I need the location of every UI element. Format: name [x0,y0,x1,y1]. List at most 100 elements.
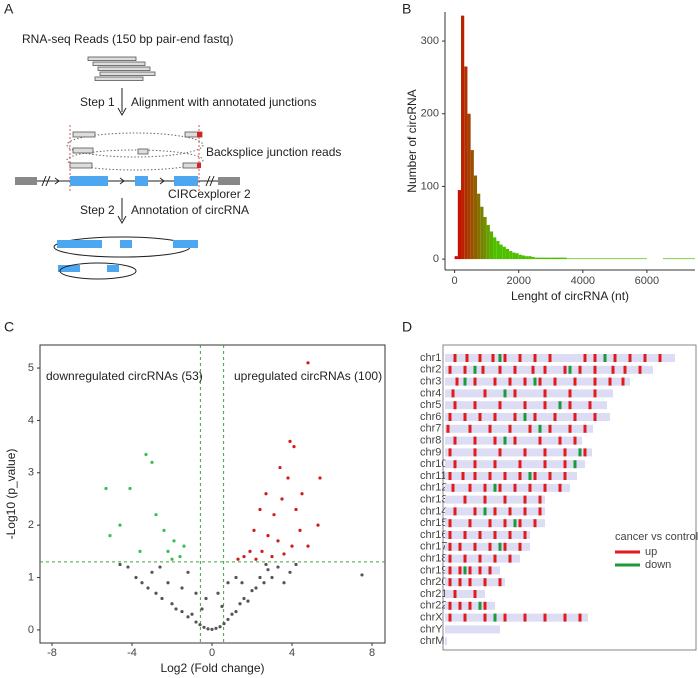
chromosome-bar [445,531,530,539]
circrna-stripe [523,413,527,421]
point [128,486,132,491]
step-text: Annotation of circRNA [131,203,249,217]
circrna-stripe [478,566,482,575]
circrna-stripe [461,472,465,480]
panel-label: A [4,1,14,17]
circrna-stripe [568,389,572,398]
step-text: Alignment with annotated junctions [131,95,316,109]
chromosome-bar [445,472,577,480]
bar [531,256,535,260]
point [316,523,320,527]
point [220,604,224,608]
point [266,568,270,572]
circrna-stripe [473,365,477,374]
circrna-stripe [573,436,577,445]
circrna-stripe [593,389,597,398]
circrna-stripe [658,354,662,362]
circrna-stripe [508,554,512,563]
point [290,544,294,548]
point [190,612,194,616]
circrna-stripe [573,377,577,386]
chromosome-bar [445,566,500,575]
point [286,476,290,480]
circrna-stripe [508,507,512,516]
circrna-stripe [448,542,452,551]
circrna-stripe [508,531,512,539]
junction-mark [197,132,202,137]
circrna-stripe [483,601,487,610]
chromosome-bar [445,413,610,421]
point [118,562,122,567]
y-tick-label: 1 [28,571,34,583]
chromosome-label: chrM [420,635,444,647]
circrna-stripe [503,436,507,445]
plot-frame [442,344,697,651]
chromosome-bar [445,542,530,551]
chromosome-label: chr1 [420,352,441,364]
circrna-stripe [583,448,587,457]
plot-frame [39,344,386,644]
point [126,565,130,569]
circrna-stripe [453,436,457,445]
circrna-stripe [578,448,582,457]
chromosome-bar [445,460,585,469]
circrna-stripe [513,413,517,421]
circrna-stripe [483,578,487,587]
circrna-stripe [523,531,527,539]
y-tick-label: 4 [28,414,34,426]
y-axis-label: Number of circRNA [405,89,419,192]
chromosome-label: chr11 [420,470,447,482]
flank [15,177,37,185]
circrna-stripe [523,377,527,386]
y-tick-label: 0 [28,624,34,636]
point [260,549,264,553]
point [170,557,174,561]
point [272,513,276,517]
circrna-stripe [458,542,462,551]
circrna-stripe [463,365,467,374]
point [266,534,270,538]
circrna-stripe [478,601,482,610]
circrna-stripe [473,507,477,516]
point [174,607,178,611]
circrna-stripe [448,365,452,374]
point [234,575,238,580]
bar [483,216,487,260]
chromosome-label: chr9 [420,446,441,458]
chromosome-label: chr14 [420,505,448,517]
bar [454,256,458,260]
circrna-stripe [523,448,527,457]
junction-mark [197,163,201,168]
chromosome-bar [445,448,592,457]
circrna-stripe [498,354,502,362]
point [276,565,280,569]
circrna-stripe [483,483,487,492]
circrna-stripe [588,401,592,410]
circrna-stripe [621,377,625,386]
circrna-stripe [558,436,562,445]
bar [521,255,526,260]
point [160,596,164,601]
circrna-stripe [448,554,452,563]
circrna-stripe [473,590,477,598]
point [318,476,322,480]
panel-label: B [402,1,411,17]
point [264,492,268,496]
point [288,570,292,574]
circrna-stripe [563,472,567,480]
circrna-stripe [568,401,572,410]
x-tick-label: -4 [127,647,137,659]
circrna-stripe [558,483,562,492]
circrna-stripe [578,365,582,374]
point [282,552,286,556]
point [194,591,198,595]
circrna-stripe [463,613,467,622]
point [254,586,258,590]
bar [614,258,631,260]
point [154,513,158,517]
point [182,544,186,548]
step-label: Step 1 [80,95,115,109]
legend-label: up [645,546,657,558]
bar [496,240,500,260]
diagram: A RNA-seq Reads (150 bp pair-end fastq) … [4,1,341,280]
